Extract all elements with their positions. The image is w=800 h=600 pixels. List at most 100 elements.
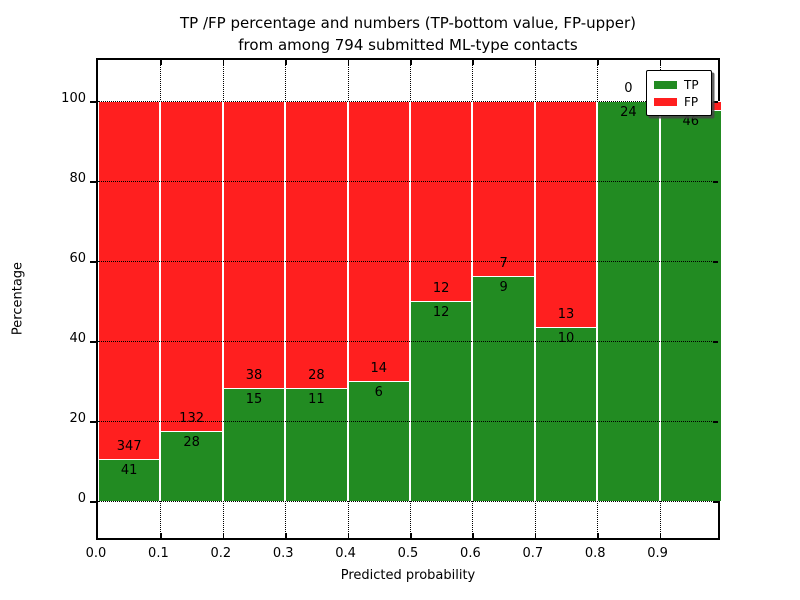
x-tick-top	[659, 60, 662, 65]
y-tick-right	[713, 181, 718, 183]
y-tick-left	[90, 261, 96, 263]
bar-segment-fp	[285, 101, 348, 389]
fp-count-label: 14	[370, 361, 388, 376]
y-tick-label: 20	[69, 411, 86, 426]
h-gridline	[98, 261, 718, 262]
x-tick-top	[410, 60, 412, 65]
tp-count-label: 11	[308, 392, 325, 408]
tp-count-label: 9	[499, 280, 508, 295]
fp-count-label: 28	[308, 368, 325, 384]
legend-label-tp: TP	[684, 77, 699, 92]
y-tick-label: 80	[69, 171, 86, 186]
y-tick-left	[90, 341, 96, 343]
x-tick-label: 0.6	[460, 546, 481, 561]
x-tick-top	[285, 60, 287, 65]
legend-item-tp: TP	[654, 76, 705, 93]
x-tick-label: 0.4	[335, 546, 356, 561]
x-tick-top	[160, 60, 162, 65]
fp-count-label: 38	[245, 367, 263, 383]
fp-count-label: 347	[116, 438, 142, 454]
x-tick-label: 0.2	[210, 546, 232, 561]
bar-segment-fp	[98, 101, 161, 459]
tp-swatch-icon	[654, 80, 677, 89]
x-tick-bottom	[472, 533, 474, 538]
bar-segment-fp	[410, 101, 473, 301]
x-tick-top	[472, 60, 474, 65]
bar-segment-tp	[222, 387, 286, 501]
fp-count-label: 7	[499, 256, 508, 271]
y-tick-right	[713, 501, 718, 503]
tp-count-label: 24	[620, 105, 637, 120]
y-tick-right	[713, 421, 718, 423]
h-gridline	[98, 181, 718, 182]
x-tick-bottom	[347, 533, 350, 538]
y-tick-label: 0	[77, 491, 86, 506]
y-tick-left	[90, 181, 96, 183]
bar-segment-fp	[160, 101, 223, 431]
x-tick-bottom	[534, 533, 537, 538]
bar-segment-fp	[222, 101, 286, 388]
y-tick-label: 60	[69, 251, 86, 266]
h-gridline	[98, 501, 718, 502]
fp-count-label: 0	[624, 81, 633, 96]
chart-title-line-2: from among 794 submitted ML-type contact…	[238, 36, 578, 54]
y-tick-left	[90, 501, 96, 503]
bar-segment-fp	[534, 101, 598, 328]
y-tick-left	[90, 421, 96, 423]
x-tick-label: 0.8	[584, 546, 606, 561]
x-tick-label: 0.1	[148, 546, 169, 561]
chart-title-line-1: TP /FP percentage and numbers (TP-bottom…	[180, 14, 636, 32]
x-tick-label: 0.0	[85, 546, 107, 561]
x-tick-label: 0.7	[522, 546, 544, 561]
x-tick-label: 0.5	[397, 546, 419, 561]
x-tick-bottom	[410, 533, 412, 538]
tp-count-label: 6	[374, 385, 383, 400]
y-tick-right	[713, 261, 718, 263]
tp-count-label: 15	[245, 391, 263, 407]
y-tick-label: 40	[69, 331, 86, 346]
tp-count-label: 46	[682, 113, 700, 129]
plot-area: TP FP 347 41 132 28 38 15 28 11 14 6 12 12 7 9 13 10 0 24…	[90, 58, 722, 540]
bar-segment-tp	[285, 388, 348, 501]
legend-label-fp: FP	[684, 94, 699, 109]
legend-item-fp: FP	[654, 93, 705, 110]
x-tick-bottom	[285, 533, 287, 538]
tp-count-label: 41	[120, 462, 138, 478]
x-tick-top	[347, 60, 350, 65]
fp-count-label: 12	[432, 281, 450, 296]
x-tick-label: 0.9	[647, 546, 668, 561]
tp-count-label: 12	[432, 305, 450, 320]
h-gridline	[98, 101, 718, 102]
fp-count-label: 132	[179, 411, 205, 426]
y-axis-title: Percentage	[10, 261, 26, 336]
x-axis-title: Predicted probability	[340, 568, 476, 583]
bar-segment-tp	[160, 431, 223, 501]
x-tick-bottom	[597, 533, 599, 538]
y-tick-left	[90, 101, 96, 103]
y-tick-label: 100	[61, 91, 86, 106]
x-tick-top	[597, 60, 599, 65]
h-gridline	[98, 341, 718, 342]
x-tick-label: 0.3	[272, 546, 294, 561]
bar-segment-tp	[347, 381, 410, 501]
x-tick-bottom	[160, 533, 162, 538]
x-tick-top	[222, 60, 225, 65]
tp-count-label: 10	[557, 331, 575, 347]
fp-swatch-icon	[654, 97, 677, 106]
bar-segment-fp	[472, 101, 535, 276]
h-gridline	[98, 421, 718, 422]
bar-segment-tp	[98, 458, 161, 501]
tp-count-label: 28	[183, 435, 200, 450]
bar-segment-tp	[534, 327, 598, 501]
legend: TP FP	[646, 70, 712, 116]
x-tick-top	[534, 60, 537, 65]
bar-segment-fp	[347, 101, 410, 381]
bar-segment-tp	[659, 109, 722, 501]
y-tick-right	[713, 341, 718, 343]
y-tick-right	[713, 101, 718, 103]
x-tick-bottom	[659, 533, 662, 538]
bar-segment-tp	[472, 276, 535, 501]
bar-segment-tp	[597, 101, 660, 501]
fp-count-label: 13	[557, 307, 575, 323]
